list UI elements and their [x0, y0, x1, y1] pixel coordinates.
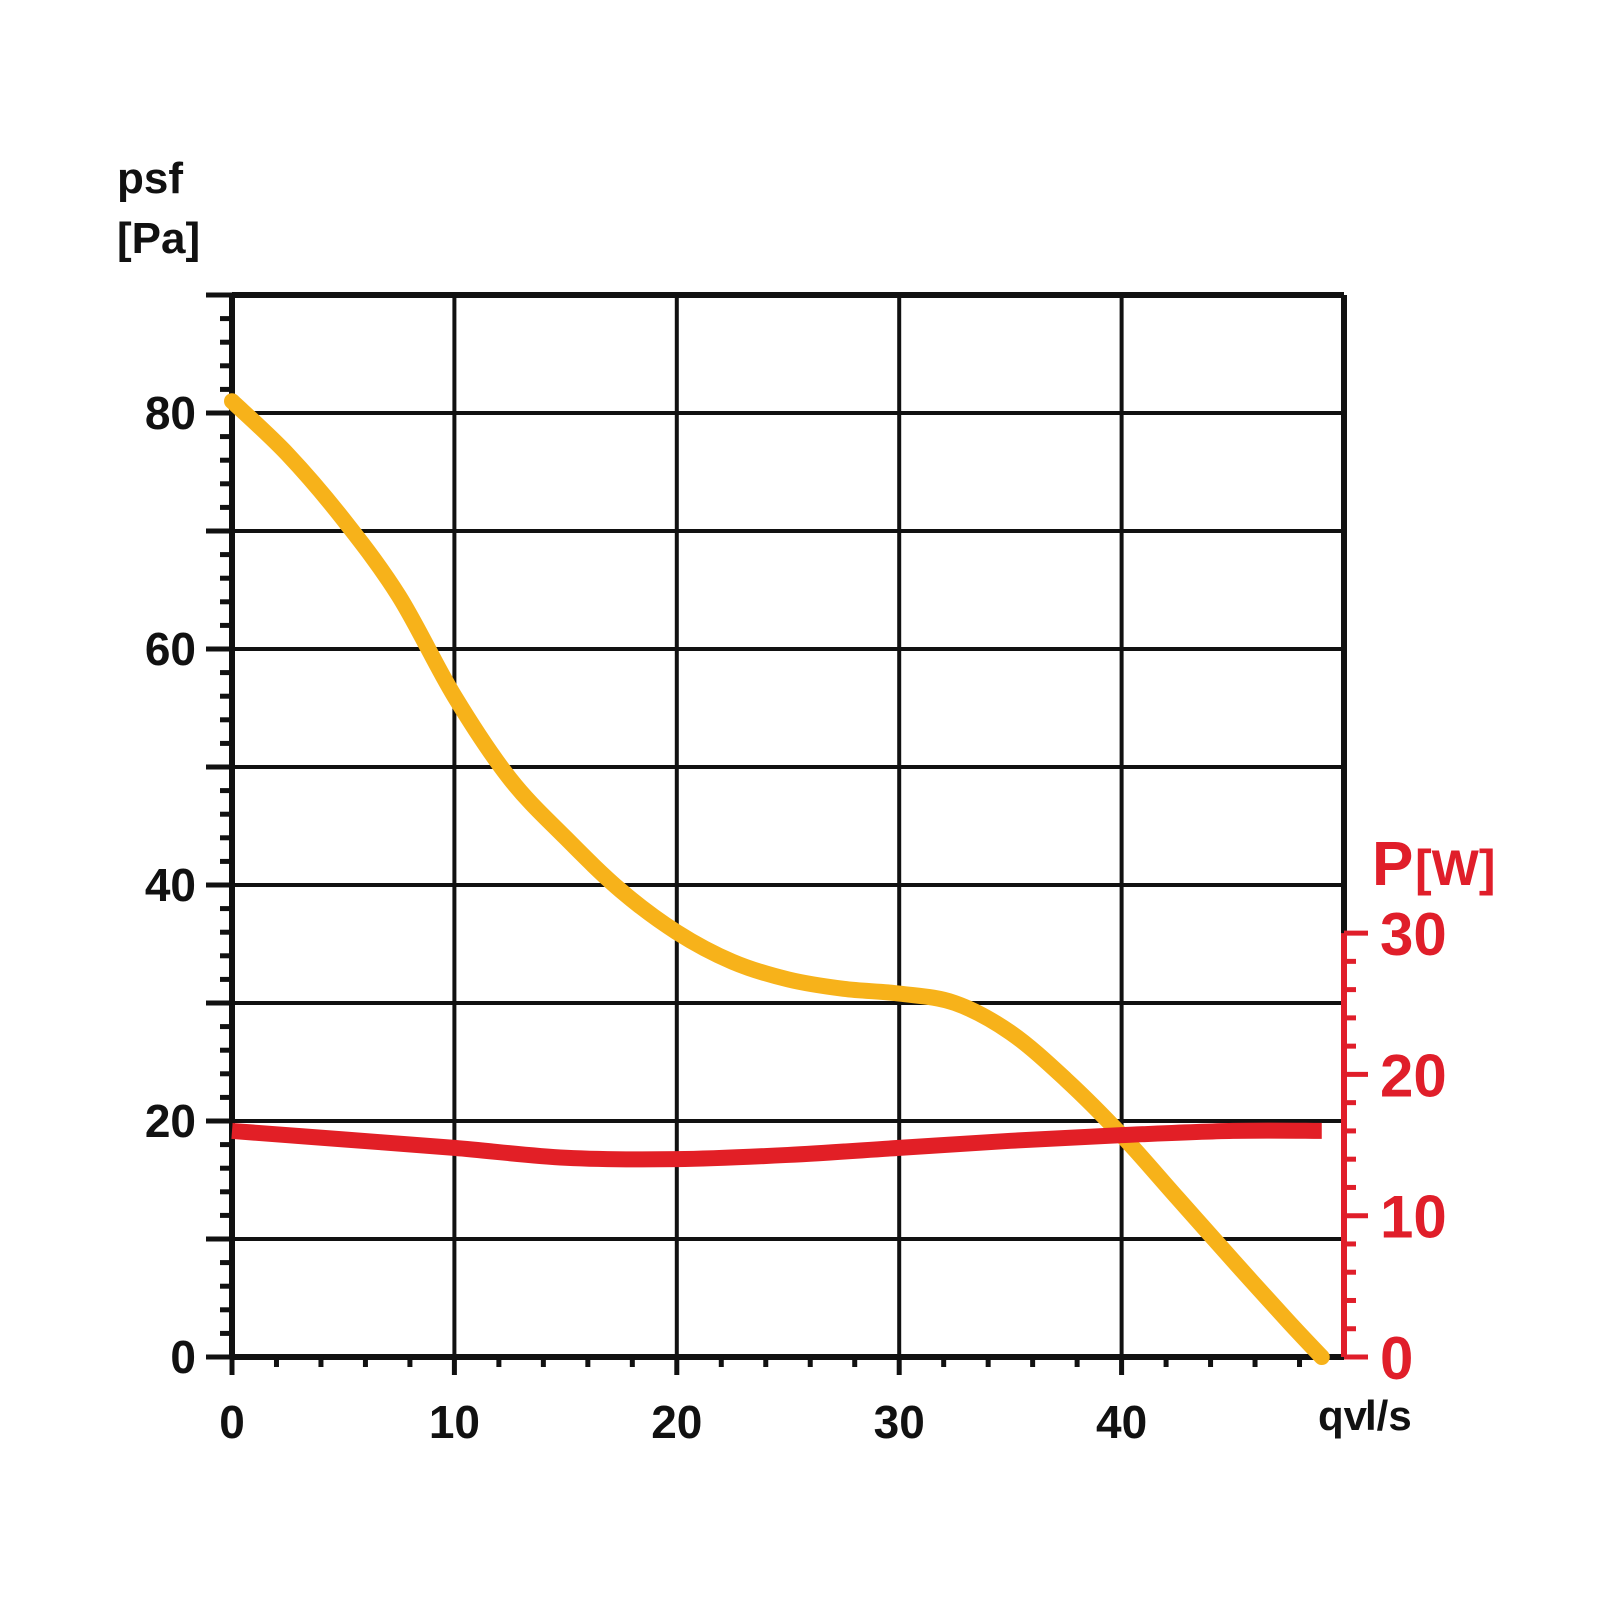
x-axis-tick-label: 20	[651, 1396, 702, 1448]
y-axis-right-tick-label: 10	[1380, 1184, 1447, 1251]
chart-axes: 0 20 40 60 80 0 10 20 30 40 0 10 20 30	[145, 292, 1447, 1448]
power-curve	[231, 1122, 1322, 1168]
y-axis-right-label-main: P	[1372, 830, 1413, 899]
chart-series	[224, 393, 1330, 1365]
chart-grid	[230, 292, 1347, 1359]
x-axis-label-unit: l/s	[1365, 1392, 1412, 1439]
y-axis-left-tick-label: 80	[145, 387, 196, 439]
y-axis-left-label-main: psf	[117, 154, 183, 203]
x-axis-tick-label: 10	[429, 1396, 480, 1448]
y-axis-right-tick-label: 0	[1380, 1325, 1413, 1392]
pressure-curve	[224, 393, 1330, 1365]
y-axis-left-tick-label: 60	[145, 623, 196, 675]
x-axis-tick-label: 30	[874, 1396, 925, 1448]
y-axis-left-tick-label: 0	[170, 1331, 196, 1383]
y-axis-left-label-unit: [Pa]	[117, 214, 200, 263]
y-axis-right-tick-label: 30	[1380, 901, 1447, 968]
y-axis-right-label-unit: [W]	[1415, 840, 1496, 896]
y-axis-left-tick-label: 40	[145, 859, 196, 911]
y-axis-left-tick-label: 20	[145, 1095, 196, 1147]
x-axis-tick-label: 0	[219, 1396, 245, 1448]
x-axis-tick-label: 40	[1096, 1396, 1147, 1448]
y-axis-right-tick-label: 20	[1380, 1042, 1447, 1109]
x-axis-label-main: qv	[1318, 1392, 1368, 1439]
